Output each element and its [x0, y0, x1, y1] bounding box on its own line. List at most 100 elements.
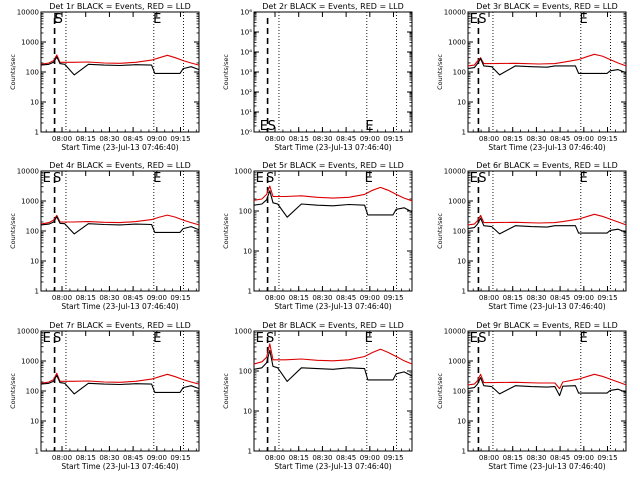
y-tick-label: 10 [30, 418, 39, 426]
x-tick-label: 08:00 [265, 454, 285, 462]
x-tick-label: 09:15 [597, 135, 617, 143]
y-tick-label: 10⁴ [240, 49, 252, 57]
y-axis-label: Counts/sec [222, 54, 230, 90]
plot-frame [253, 11, 413, 133]
x-tick-label: 08:00 [52, 294, 72, 302]
plot-frame [40, 170, 200, 292]
y-tick-label: 10000 [17, 328, 39, 336]
x-tick-label: 08:30 [99, 454, 119, 462]
chart-panel-6: Det 6r BLACK = Events, RED = LLD 1 10 100 10… [436, 161, 627, 311]
x-tick-label: 08:00 [52, 135, 72, 143]
panel-title: Det 3r BLACK = Events, RED = LLD [476, 2, 618, 11]
y-tick-label: 10 [457, 258, 466, 266]
chart-panel-4: Det 4r BLACK = Events, RED = LLD 1 10 100 10… [9, 161, 200, 311]
x-tick-label: 08:45 [550, 294, 570, 302]
x-axis-label: Start Time (23-Jul-13 07:46:40) [61, 302, 178, 311]
series-lld-line [467, 373, 627, 390]
x-tick-label: 09:15 [383, 294, 403, 302]
panel-title: Det 7r BLACK = Events, RED = LLD [49, 321, 191, 330]
y-tick-label: 1 [35, 448, 39, 456]
y-axis-label: Counts/sec [222, 213, 230, 249]
x-tick-label: 08:15 [289, 294, 309, 302]
y-tick-label: 1 [462, 448, 466, 456]
y-tick-label: 1000 [21, 358, 39, 366]
series-lld-line [40, 372, 200, 385]
series-lld-line [467, 213, 627, 226]
x-tick-label: 08:30 [99, 294, 119, 302]
y-tick-label: 1000 [448, 358, 466, 366]
y-tick-label: 100 [453, 388, 466, 396]
x-tick-label: 09:15 [597, 454, 617, 462]
y-tick-label: 1000 [21, 198, 39, 206]
x-tick-label: 09:00 [147, 294, 167, 302]
x-tick-label: 08:00 [479, 454, 499, 462]
y-axis-label: Counts/sec [9, 213, 17, 249]
x-tick-label: 08:30 [526, 135, 546, 143]
x-tick-label: 08:45 [550, 135, 570, 143]
y-tick-label: 100 [239, 368, 252, 376]
y-tick-label: 1000 [21, 39, 39, 47]
event-marker-label: S [478, 12, 486, 27]
x-tick-label: 08:15 [76, 294, 96, 302]
x-tick-label: 08:45 [550, 454, 570, 462]
chart-panel-2: Det 2r BLACK = Events, RED = LLD 10⁰ 10¹ 10… [222, 2, 413, 152]
x-tick-label: 08:15 [76, 454, 96, 462]
x-tick-label: 08:45 [336, 454, 356, 462]
x-tick-label: 09:00 [147, 454, 167, 462]
event-marker-label: S [266, 331, 274, 346]
series-lld-line [40, 214, 200, 226]
panel-title: Det 9r BLACK = Events, RED = LLD [476, 321, 618, 330]
x-tick-label: 08:45 [336, 294, 356, 302]
y-tick-label: 10000 [444, 9, 466, 17]
y-tick-label: 1 [462, 288, 466, 296]
plot-frame [467, 11, 627, 133]
series-events-line [467, 217, 627, 235]
y-tick-label: 10 [243, 248, 252, 256]
event-marker-label: S [266, 171, 274, 186]
x-tick-label: 08:30 [526, 454, 546, 462]
x-axis-label: Start Time (23-Jul-13 07:46:40) [488, 143, 605, 152]
x-tick-label: 09:15 [170, 135, 190, 143]
y-axis-label: Counts/sec [9, 373, 17, 409]
y-tick-label: 10000 [17, 9, 39, 17]
y-tick-label: 1000 [448, 198, 466, 206]
y-tick-label: 100 [26, 388, 39, 396]
event-marker-label: E [153, 171, 161, 186]
x-tick-label: 09:15 [170, 454, 190, 462]
x-tick-label: 08:15 [289, 454, 309, 462]
x-tick-label: 08:30 [312, 135, 332, 143]
x-tick-label: 08:00 [265, 294, 285, 302]
event-marker-label: E [580, 331, 588, 346]
series-events-line [467, 377, 627, 397]
y-tick-label: 1 [35, 129, 39, 137]
y-tick-label: 100 [453, 69, 466, 77]
event-marker-label: E [153, 12, 161, 27]
series-lld-line [40, 54, 200, 66]
event-marker-label: E [53, 12, 61, 27]
y-tick-label: 100 [453, 228, 466, 236]
event-marker-label: E [153, 331, 161, 346]
x-tick-label: 08:45 [123, 454, 143, 462]
series-events-line [253, 190, 413, 218]
x-tick-label: 09:15 [383, 135, 403, 143]
panel-title: Det 6r BLACK = Events, RED = LLD [476, 161, 618, 170]
event-marker-label: E [365, 331, 373, 346]
y-axis-label: Counts/sec [436, 54, 444, 90]
x-tick-label: 08:00 [479, 135, 499, 143]
x-tick-label: 08:15 [503, 135, 523, 143]
x-tick-label: 08:00 [265, 135, 285, 143]
y-tick-label: 10 [457, 99, 466, 107]
x-axis-label: Start Time (23-Jul-13 07:46:40) [274, 143, 391, 152]
series-events-line [467, 58, 627, 76]
x-tick-label: 09:00 [360, 454, 380, 462]
y-tick-label: 10000 [17, 168, 39, 176]
plot-frame [253, 330, 413, 452]
y-tick-label: 100 [239, 208, 252, 216]
chart-panel-8: Det 8r BLACK = Events, RED = LLD 1 10 100 10… [222, 321, 413, 471]
series-lld-line [467, 53, 627, 67]
chart-panel-9: Det 9r BLACK = Events, RED = LLD 1 10 100 10… [436, 321, 627, 471]
y-tick-label: 1 [248, 288, 252, 296]
x-tick-label: 09:00 [574, 294, 594, 302]
x-tick-label: 08:00 [479, 294, 499, 302]
